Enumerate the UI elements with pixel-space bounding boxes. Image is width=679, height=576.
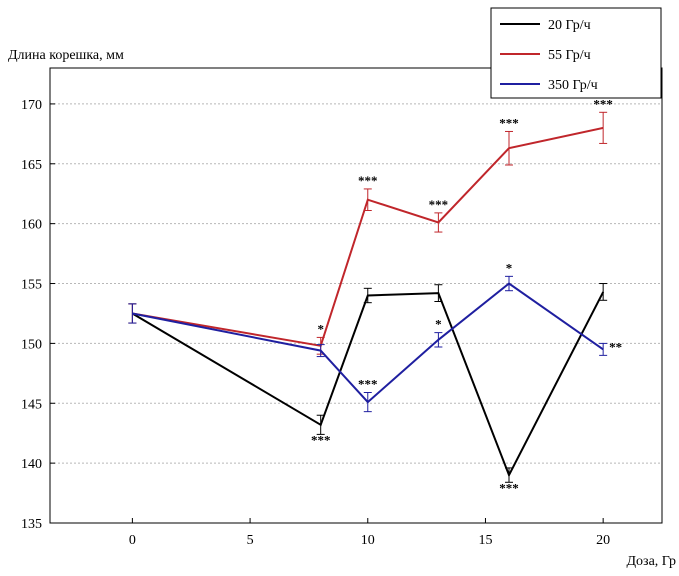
legend-label: 20 Гр/ч (548, 18, 591, 33)
significance-label: * (317, 321, 324, 336)
significance-label: *** (311, 432, 331, 447)
x-tick-label: 5 (247, 533, 254, 548)
legend-label: 350 Гр/ч (548, 78, 598, 93)
legend: 20 Гр/ч 55 Гр/ч 350 Гр/ч (490, 7, 662, 99)
y-axis-title: Длина корешка, мм (8, 48, 124, 63)
significance-label: *** (429, 197, 449, 212)
significance-label: *** (499, 480, 519, 495)
y-tick-label: 165 (21, 158, 42, 173)
legend-label: 55 Гр/ч (548, 48, 591, 63)
series-line (132, 282, 604, 404)
significance-label: * (435, 317, 442, 332)
significance-label: *** (593, 96, 613, 111)
plot-frame (49, 67, 663, 524)
significance-label: ** (609, 339, 622, 354)
x-tick-label: 10 (361, 533, 375, 548)
significance-label: * (506, 260, 513, 275)
x-tick-label: 20 (596, 533, 610, 548)
series-layer: ************************** (128, 96, 622, 495)
grid-lines (50, 103, 662, 464)
series-line (132, 126, 604, 347)
series-2: ************* (128, 96, 613, 355)
y-tick-label: 135 (21, 517, 42, 532)
x-tick-label: 0 (129, 533, 136, 548)
y-tick-label: 155 (21, 278, 42, 293)
y-tick-label: 145 (21, 397, 42, 412)
significance-label: *** (358, 173, 378, 188)
axis-ticks: 135 140 145 150 155 160 165 170 0 5 10 15 20 (21, 98, 610, 548)
x-axis-title: Доза, Гр (626, 554, 676, 569)
y-tick-label: 170 (21, 98, 42, 113)
y-tick-label: 160 (21, 218, 42, 233)
y-tick-label: 140 (21, 457, 42, 472)
significance-label: *** (358, 376, 378, 391)
x-tick-label: 15 (478, 533, 492, 548)
y-tick-label: 150 (21, 337, 42, 352)
significance-label: *** (499, 115, 519, 130)
series-3: ******* (128, 260, 622, 413)
series-line (131, 291, 605, 478)
